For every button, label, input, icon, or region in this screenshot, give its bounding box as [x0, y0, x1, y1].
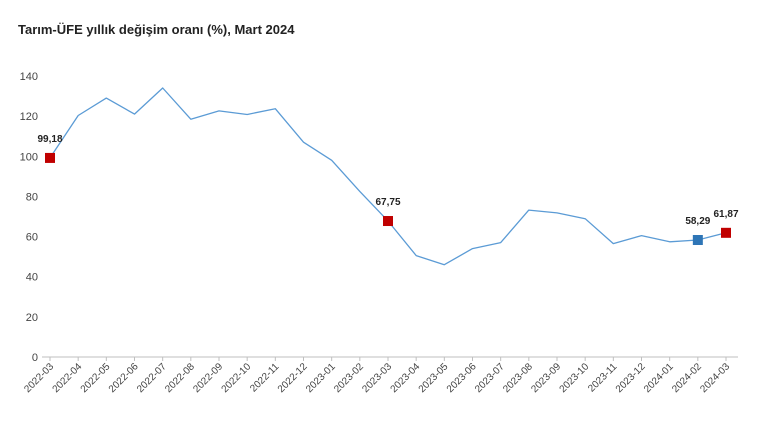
y-tick-label: 120 [20, 111, 38, 123]
y-tick-label: 0 [32, 352, 38, 364]
x-tick-label: 2023-10 [558, 361, 592, 395]
series-group [49, 87, 727, 266]
x-tick-label: 2024-02 [670, 361, 704, 395]
data-label: 67,75 [375, 197, 400, 208]
x-tick-label: 2023-05 [417, 361, 451, 395]
x-tick-label: 2022-03 [22, 361, 56, 395]
y-axis-ticks: 0 20 40 60 80 100 120 140 [20, 71, 38, 364]
x-tick-label: 2023-06 [445, 361, 479, 395]
data-label: 61,87 [713, 209, 738, 220]
x-tick-label: 2023-04 [389, 361, 423, 395]
x-tick-label: 2022-09 [191, 361, 225, 395]
x-tick-label: 2024-03 [698, 361, 732, 395]
x-tick-label: 2024-01 [642, 361, 676, 395]
y-tick-label: 20 [26, 312, 38, 324]
x-tick-label: 2023-02 [332, 361, 366, 395]
x-tick-label: 2022-07 [135, 361, 169, 395]
x-tick-label: 2022-12 [276, 361, 310, 395]
y-tick-label: 60 [26, 232, 38, 244]
x-axis-ticks: 2022-032022-042022-052022-062022-072022-… [22, 357, 732, 395]
x-tick-label: 2023-08 [501, 361, 535, 395]
chart-title: Tarım-ÜFE yıllık değişim oranı (%), Mart… [18, 22, 295, 37]
y-tick-label: 100 [20, 151, 38, 163]
series-line [49, 87, 727, 266]
x-tick-label: 2022-06 [107, 361, 141, 395]
y-tick-label: 40 [26, 272, 38, 284]
data-marker [45, 152, 55, 163]
x-tick-label: 2023-03 [360, 361, 394, 395]
data-marker [383, 216, 393, 227]
data-marker [692, 235, 703, 246]
x-tick-label: 2023-07 [473, 361, 507, 395]
x-tick-label: 2022-11 [248, 361, 282, 395]
y-tick-label: 140 [20, 71, 38, 83]
data-marker [721, 227, 731, 238]
y-tick-label: 80 [26, 191, 38, 203]
x-tick-label: 2022-04 [51, 361, 85, 395]
data-label: 99,18 [37, 134, 62, 145]
x-tick-label: 2023-01 [304, 361, 338, 395]
x-tick-label: 2023-12 [614, 361, 648, 395]
x-tick-label: 2022-08 [163, 361, 197, 395]
data-label: 58,29 [685, 216, 710, 227]
x-tick-label: 2023-11 [586, 361, 620, 395]
x-tick-label: 2022-05 [79, 361, 113, 395]
x-tick-label: 2022-10 [220, 361, 254, 395]
x-tick-label: 2023-09 [529, 361, 563, 395]
